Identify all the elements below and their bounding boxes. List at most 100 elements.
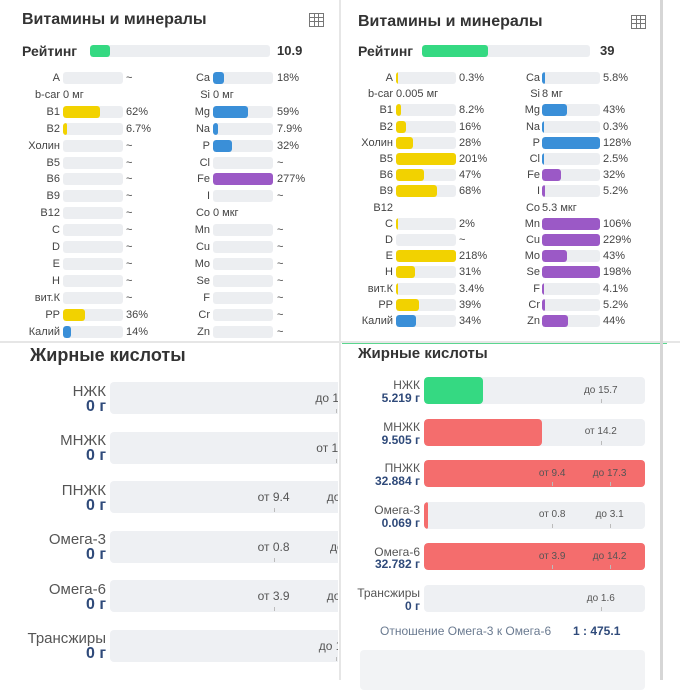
nutrient-bar: [396, 120, 406, 133]
range-tick: [273, 607, 275, 611]
nutrient-value: ~: [126, 156, 133, 169]
range-tick: [335, 656, 337, 661]
nutrient-value: 106%: [603, 217, 632, 230]
range-label: до 1.6: [318, 638, 338, 653]
fat-track: [424, 543, 645, 571]
nutrient-value: ~: [126, 291, 133, 304]
fat-track: [424, 501, 645, 529]
nutrient-bar: [396, 136, 413, 149]
fat-name: МНЖК: [60, 432, 106, 450]
range-label: до 14.2: [326, 589, 338, 603]
nutrient-name: Si: [530, 88, 540, 101]
nutrient-value: ~: [277, 156, 284, 169]
nutrient-track: [542, 136, 600, 149]
nutrient-name: Cr: [528, 298, 540, 311]
fat-track: [424, 377, 645, 404]
range-tick: [552, 523, 554, 528]
card-bottom: [360, 650, 645, 690]
nutrient-track: [213, 122, 273, 135]
nutrient-value: ~: [126, 274, 133, 287]
nutrient-value: 229%: [603, 234, 632, 246]
nutrient-name: Na: [525, 120, 540, 133]
fat-track: [110, 382, 338, 414]
nutrient-track: [63, 190, 123, 203]
nutrient-name: Cl: [199, 156, 210, 169]
nutrient-value: 2.5%: [603, 153, 629, 165]
fat-name: НЖК: [393, 378, 420, 393]
nutrient-bar: [396, 315, 417, 327]
panel-title: Витамины и минералы: [358, 13, 543, 30]
nutrient-track: [396, 72, 456, 84]
nutrient-name: Mn: [524, 217, 540, 230]
fat-track: [424, 460, 645, 488]
nutrient-value: ~: [126, 173, 133, 186]
nutrient-track: [213, 173, 273, 186]
nutrient-value: 2%: [459, 217, 475, 230]
nutrient-bar: [213, 173, 273, 186]
fat-name: ПНЖК: [384, 461, 420, 476]
nutrient-value: 47%: [459, 169, 482, 182]
nutrient-bar: [396, 250, 456, 263]
nutrient-value: 0 мг: [63, 88, 84, 101]
fat-track: [110, 481, 338, 513]
nutrient-name: H: [52, 274, 60, 287]
rating-value: 39: [600, 43, 615, 58]
nutrient-name: B12: [373, 201, 393, 214]
fat-name: ПНЖК: [61, 481, 106, 499]
nutrient-name: b-car: [34, 88, 60, 101]
fat-bar: [424, 501, 428, 529]
nutrient-value: 201%: [459, 153, 488, 165]
fat-track: [110, 530, 338, 563]
range-tick: [600, 607, 602, 611]
range-tick: [552, 565, 554, 570]
table-icon[interactable]: [631, 15, 646, 29]
range-label: от 14.2: [316, 440, 338, 455]
nutrient-bar: [396, 282, 399, 295]
nutrient-name: Fe: [197, 173, 210, 186]
nutrient-bar: [542, 298, 546, 311]
nutrient-value: 5.3 мкг: [542, 201, 577, 214]
fat-track: [424, 585, 645, 612]
nutrient-value: 218%: [459, 250, 488, 263]
rating-label: Рейтинг: [358, 43, 414, 59]
nutrient-track: [396, 266, 456, 279]
nutrient-track: [542, 153, 600, 165]
rating-bar: [422, 45, 488, 57]
fat-track: [110, 580, 338, 612]
nutrient-track: [542, 298, 600, 311]
nutrient-name: Se: [196, 274, 210, 287]
nutrient-value: ~: [126, 139, 133, 152]
nutrient-bar: [396, 185, 437, 198]
fat-bar: [424, 460, 645, 488]
separator: [0, 341, 680, 343]
nutrient-bar: [213, 72, 224, 84]
fat-name: Трансжиры: [357, 586, 420, 601]
nutrient-track: [213, 105, 273, 118]
table-icon[interactable]: [309, 13, 324, 27]
nutrient-name: I: [206, 190, 210, 203]
nutrient-name: B5: [379, 153, 393, 165]
nutrient-track: [396, 153, 456, 165]
rating-bar: [90, 45, 110, 57]
range-label: от 0.8: [257, 539, 290, 554]
nutrient-value: 6.7%: [126, 122, 152, 135]
nutrient-name: A: [385, 72, 393, 84]
nutrient-value: 8 мг: [542, 88, 563, 101]
fat-bar: [424, 543, 645, 571]
fat-amount: 0 г: [85, 595, 106, 613]
nutrient-track: [396, 234, 456, 246]
range-tick: [600, 399, 602, 403]
nutrient-value: ~: [126, 72, 133, 84]
range-label: от 0.8: [538, 509, 566, 521]
nutrient-bar: [396, 169, 425, 182]
nutrient-track: [542, 185, 600, 198]
fat-name: МНЖК: [383, 419, 420, 434]
nutrient-track: [63, 325, 123, 338]
ratio-value: 1 : 475.1: [573, 623, 621, 638]
rating-label: Рейтинг: [22, 43, 78, 59]
range-tick: [600, 440, 602, 445]
nutrient-value: 59%: [277, 105, 300, 118]
nutrient-value: 3.4%: [459, 282, 485, 295]
fat-name: Трансжиры: [27, 630, 107, 648]
